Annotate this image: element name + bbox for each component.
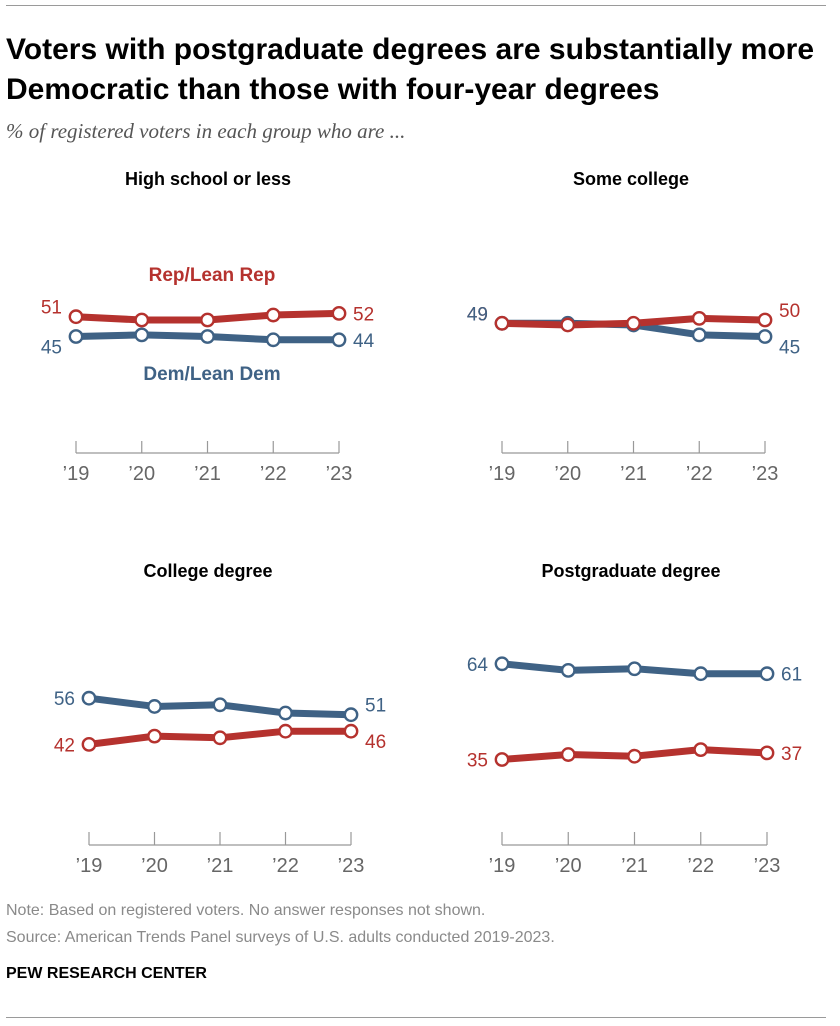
dem-start-value-label: 45: [41, 338, 62, 359]
x-tick-label: ’22: [272, 855, 299, 877]
dem-data-point: [691, 327, 707, 343]
x-tick-label: ’20: [554, 463, 581, 485]
dem-data-point: [265, 332, 281, 348]
legend-dem-label: Dem/Lean Dem: [143, 364, 280, 385]
rep-data-point: [265, 307, 281, 323]
legend-rep-label: Rep/Lean Rep: [149, 265, 276, 286]
x-tick-label: ’23: [338, 855, 365, 877]
dem-data-point: [278, 705, 293, 721]
rep-data-point: [627, 748, 642, 764]
dem-end-value-label: 45: [779, 338, 800, 359]
dem-data-point: [560, 663, 576, 678]
x-tick-label: ’21: [207, 855, 234, 877]
dem-data-point: [200, 329, 215, 344]
dem-data-point: [212, 697, 228, 713]
rep-start-value-label: 42: [54, 735, 75, 756]
rep-data-point: [560, 317, 576, 333]
x-tick-label: ’20: [555, 855, 582, 877]
rep-data-point: [68, 309, 84, 325]
x-tick-label: ’22: [260, 463, 287, 485]
x-tick-label: ’19: [76, 855, 103, 877]
bottom-rule: [6, 1017, 826, 1018]
rep-data-point: [691, 310, 707, 326]
rep-start-value-label: 35: [467, 751, 488, 772]
rep-start-value-label: 49: [467, 304, 488, 325]
top-rule: [6, 5, 826, 6]
dem-data-point: [147, 699, 162, 714]
rep-end-value-label: 46: [365, 732, 386, 753]
rep-data-point: [212, 730, 228, 746]
dem-end-value-label: 61: [781, 665, 802, 686]
dem-data-point: [81, 690, 97, 706]
rep-data-point: [560, 747, 576, 762]
dem-data-point: [693, 666, 709, 682]
x-tick-label: ’23: [754, 855, 781, 877]
x-tick-label: ’21: [620, 463, 647, 485]
rep-end-value-label: 50: [779, 301, 800, 322]
rep-data-point: [494, 752, 510, 767]
dem-start-value-label: 49: [467, 304, 488, 325]
x-tick-label: ’21: [194, 463, 221, 485]
dem-end-value-label: 51: [365, 696, 386, 717]
x-tick-label: ’19: [489, 463, 516, 485]
x-tick-label: ’19: [489, 855, 516, 877]
x-tick-label: ’21: [621, 855, 648, 877]
dem-data-point: [757, 329, 773, 344]
x-tick-label: ’20: [141, 855, 168, 877]
rep-end-value-label: 37: [781, 744, 802, 765]
dem-data-point: [759, 666, 775, 682]
panel-title: High school or less: [125, 169, 291, 189]
dem-data-point: [494, 656, 510, 672]
x-tick-label: ’22: [687, 855, 714, 877]
footnote: Note: Based on registered voters. No ans…: [6, 902, 486, 919]
dem-data-point: [343, 707, 359, 723]
rep-data-point: [331, 305, 347, 321]
x-tick-label: ’20: [128, 463, 155, 485]
x-tick-label: ’23: [752, 463, 779, 485]
dem-start-value-label: 64: [467, 655, 489, 676]
dem-data-point: [331, 332, 347, 348]
chart-title: Voters with postgraduate degrees are sub…: [6, 33, 815, 106]
x-tick-label: ’22: [686, 463, 713, 485]
dem-end-value-label: 44: [353, 331, 375, 352]
rep-data-point: [494, 315, 510, 331]
rep-data-point: [81, 737, 97, 752]
source-line: Source: American Trends Panel surveys of…: [6, 929, 555, 946]
panel-title: Some college: [573, 169, 689, 189]
dem-data-point: [134, 327, 150, 343]
x-tick-label: ’19: [63, 463, 90, 485]
panel-title: College degree: [143, 561, 272, 581]
rep-data-point: [134, 312, 150, 328]
brand-logo-text: PEW RESEARCH CENTER: [6, 965, 207, 982]
panel-title: Postgraduate degree: [541, 561, 720, 581]
x-tick-label: ’23: [326, 463, 353, 485]
dem-start-value-label: 56: [54, 689, 75, 710]
rep-data-point: [693, 742, 709, 757]
dem-data-point: [627, 661, 642, 677]
rep-data-point: [343, 723, 359, 739]
rep-data-point: [626, 315, 641, 331]
dem-data-point: [68, 329, 84, 344]
rep-data-point: [147, 728, 162, 744]
rep-data-point: [759, 745, 775, 761]
rep-data-point: [278, 723, 293, 739]
rep-start-value-label: 51: [41, 298, 62, 319]
rep-data-point: [757, 312, 773, 328]
rep-data-point: [200, 312, 215, 328]
chart-subtitle: % of registered voters in each group who…: [6, 119, 406, 143]
rep-end-value-label: 52: [353, 304, 374, 325]
